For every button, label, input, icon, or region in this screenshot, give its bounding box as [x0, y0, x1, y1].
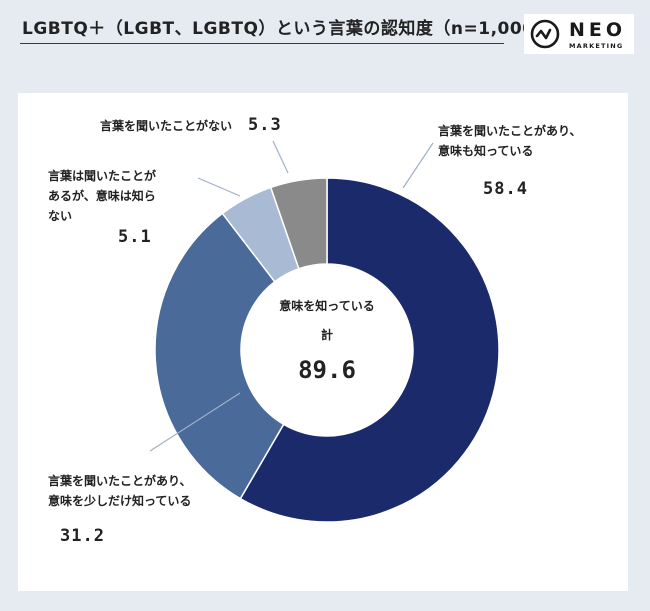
page-title: LGBTQ＋（LGBT、LGBTQ）という言葉の認知度（n=1,000）	[22, 19, 553, 39]
neo-logo-icon	[530, 19, 560, 49]
center-label-line1: 意味を知っている	[279, 298, 374, 313]
title-divider	[20, 43, 504, 44]
slice-label-3-line-1: 言葉は聞いたことが	[48, 168, 156, 183]
center-value: 89.6	[298, 356, 356, 384]
donut-slice-4	[269, 177, 328, 270]
leader-line-1	[402, 142, 434, 189]
logo-subtext: MARKETING	[569, 42, 624, 50]
donut-chart: 言葉を聞いたことがあり、意味も知っている58.4言葉を聞いたことがあり、意味を少…	[48, 115, 582, 546]
slice-label-2-line-1: 言葉を聞いたことがあり、	[48, 473, 192, 488]
slice-label-4-line-1: 言葉を聞いたことがない	[100, 118, 232, 133]
neo-marketing-logo: NEO MARKETING	[524, 14, 634, 54]
slice-value-2: 31.2	[60, 526, 105, 546]
slice-value-1: 58.4	[483, 179, 528, 199]
slice-label-3-line-3: ない	[48, 209, 72, 223]
slice-value-3: 5.1	[118, 227, 152, 247]
slice-label-2-line-2: 意味を少しだけ知っている	[48, 493, 191, 508]
center-label-line2: 計	[321, 327, 333, 342]
leader-line-4	[272, 140, 289, 174]
donut-slice-1	[239, 177, 500, 523]
leader-line-2	[149, 392, 241, 452]
leader-line-3	[197, 177, 241, 197]
logo-wordmark: NEO	[569, 19, 627, 41]
slice-label-1-line-1: 言葉を聞いたことがあり、	[438, 123, 582, 138]
slice-label-3-line-2: あるが、意味は知ら	[48, 188, 156, 203]
slice-label-1-line-2: 意味も知っている	[438, 143, 533, 158]
chart-panel: 言葉を聞いたことがあり、 意味も知っている 58.4 言葉を聞いたことがあり、 意味を少…	[18, 93, 628, 591]
slice-value-4: 5.3	[248, 115, 282, 135]
